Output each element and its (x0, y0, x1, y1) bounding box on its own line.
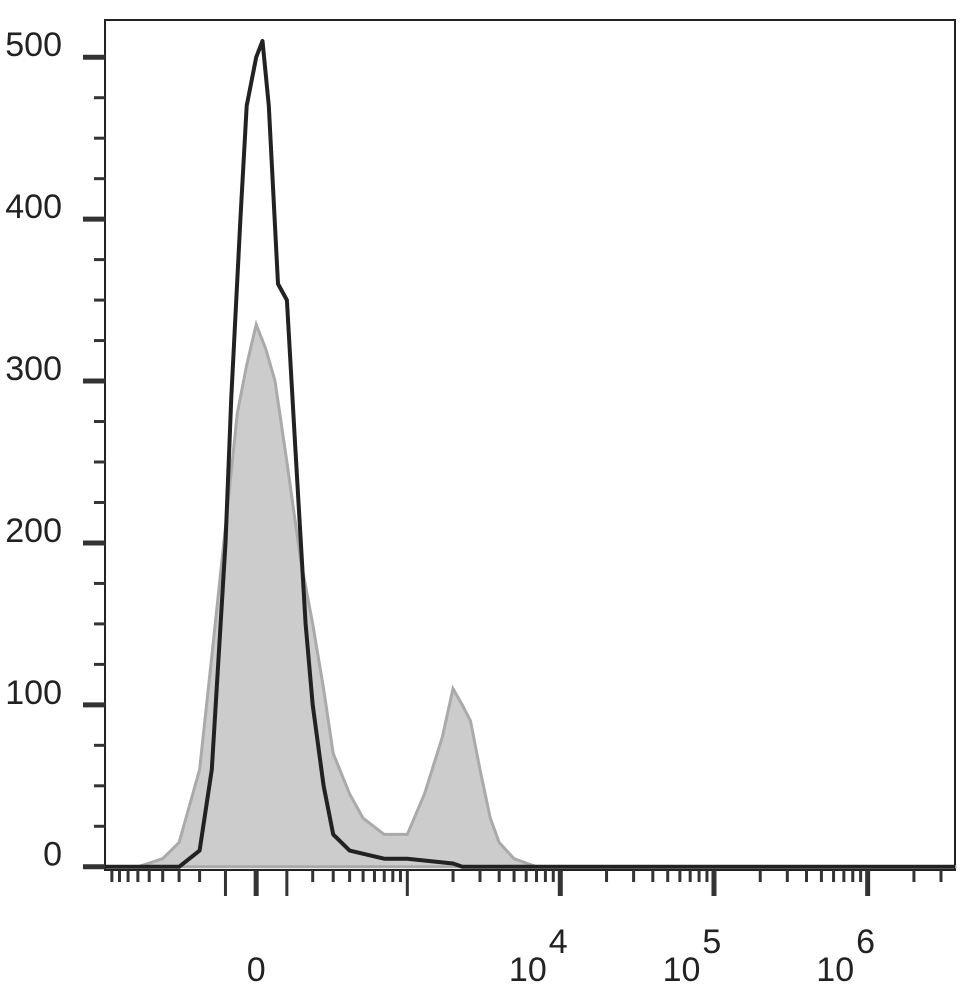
plot-frame (104, 19, 956, 871)
y-tick-label: 0 (43, 836, 62, 874)
y-tick-label: 500 (5, 26, 62, 64)
x-tick-label: 106 (816, 923, 875, 989)
x-tick-base: 10 (509, 951, 547, 989)
x-tick-base: 10 (663, 951, 701, 989)
x-tick-exponent: 6 (856, 923, 875, 961)
x-tick-label: 104 (509, 923, 568, 989)
x-tick-label: 0 (247, 951, 266, 989)
x-tick-label: 105 (663, 923, 722, 989)
y-tick-label: 100 (5, 674, 62, 712)
x-tick-exponent: 5 (702, 923, 721, 961)
y-tick-label: 200 (5, 512, 62, 550)
x-tick-base: 10 (816, 951, 854, 989)
line (105, 39, 955, 869)
y-tick-label: 300 (5, 350, 62, 388)
x-tick-base: 0 (247, 951, 266, 989)
x-tick-exponent: 4 (549, 923, 568, 961)
y-tick-label: 400 (5, 188, 62, 226)
